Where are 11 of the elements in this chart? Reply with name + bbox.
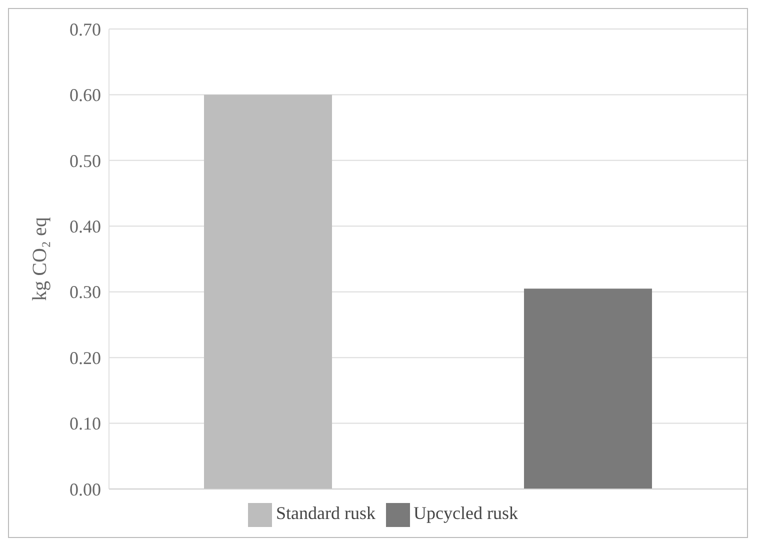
y-tick-label: 0.10 [70, 414, 101, 434]
y-tick-label: 0.40 [70, 216, 101, 237]
y-tick-label: 0.70 [70, 19, 101, 40]
legend-label: Standard rusk [276, 503, 376, 524]
y-tick-label: 0.30 [70, 282, 101, 302]
y-tick-label: 0.00 [70, 479, 101, 500]
y-axis-title: kg CO₂ eq [29, 217, 52, 301]
y-tick-label: 0.50 [70, 150, 101, 171]
legend-label: Upcycled rusk [414, 503, 518, 524]
y-tick-label: 0.20 [70, 348, 101, 368]
y-tick-label: 0.60 [70, 85, 101, 106]
